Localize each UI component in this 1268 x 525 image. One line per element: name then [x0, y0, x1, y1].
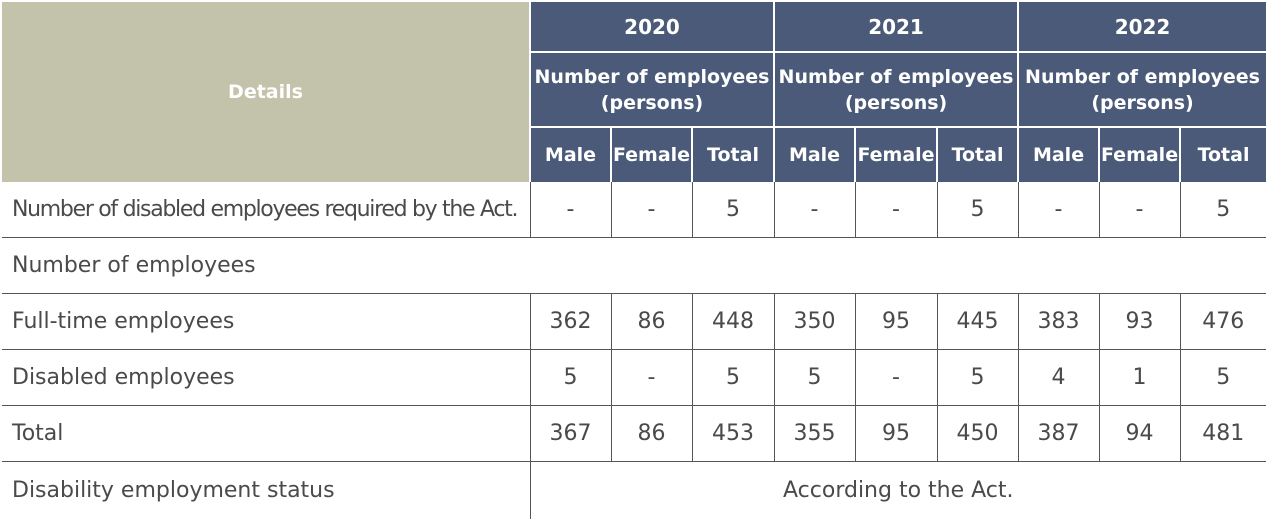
- table-cell: 5: [1180, 182, 1267, 238]
- row-label: Disabled employees: [2, 349, 531, 406]
- unit-header-line2: (persons): [600, 91, 704, 114]
- table-cell: 93: [1099, 293, 1181, 350]
- table-cell: 95: [855, 405, 938, 462]
- unit-header-2020: Number of employees (persons): [528, 52, 775, 128]
- table-row-full-time: Full-time employees 362 86 448 350 95 44…: [2, 293, 1267, 350]
- table-cell: 355: [774, 405, 856, 462]
- sub-header-total: Total: [690, 127, 775, 182]
- sub-header-female: Female: [854, 127, 938, 182]
- table-cell: 367: [530, 405, 612, 462]
- sub-header-total: Total: [1179, 127, 1267, 182]
- table-cell: -: [855, 182, 938, 238]
- table-cell: -: [774, 182, 856, 238]
- table-row-total: Total 367 86 453 355 95 450 387 94 481: [2, 405, 1267, 462]
- table-row-status: Disability employment status According t…: [2, 461, 1266, 519]
- unit-header-2022: Number of employees (persons): [1017, 52, 1267, 128]
- table-cell: 481: [1180, 405, 1267, 462]
- table-cell: -: [530, 182, 612, 238]
- table-cell: 5: [937, 349, 1019, 406]
- table-row-section: Number of employees: [2, 237, 1267, 294]
- table-cell: 445: [937, 293, 1019, 350]
- table-cell: 5: [530, 349, 612, 406]
- table-cell: 350: [774, 293, 856, 350]
- row-label: Total: [2, 405, 531, 462]
- table-cell: 448: [692, 293, 775, 350]
- table-cell: -: [1099, 182, 1181, 238]
- table-cell: 450: [937, 405, 1019, 462]
- table-cell: -: [855, 349, 938, 406]
- unit-header-line1: Number of employees: [534, 65, 770, 88]
- sub-header-male: Male: [773, 127, 856, 182]
- table-cell: -: [1018, 182, 1100, 238]
- table-cell: 476: [1180, 293, 1267, 350]
- table-cell: 5: [1180, 349, 1267, 406]
- sub-header-male: Male: [529, 127, 611, 182]
- sub-header-total: Total: [936, 127, 1019, 182]
- table-cell: 4: [1018, 349, 1100, 406]
- sub-header-male: Male: [1017, 127, 1100, 182]
- unit-header-line1: Number of employees: [1025, 65, 1260, 88]
- unit-header-line1: Number of employees: [778, 65, 1014, 88]
- table-cell: 86: [611, 405, 693, 462]
- table-cell: 383: [1018, 293, 1100, 350]
- details-header: Details: [2, 2, 531, 182]
- table-cell: 362: [530, 293, 612, 350]
- table-row-disabled: Disabled employees 5 - 5 5 - 5 4 1 5: [2, 349, 1267, 406]
- row-label: Full-time employees: [2, 293, 531, 350]
- table-cell: -: [611, 349, 693, 406]
- status-value: According to the Act.: [783, 478, 1014, 503]
- section-label: Number of employees: [2, 237, 1267, 294]
- year-header-2022: 2022: [1017, 2, 1267, 53]
- table-row-required: Number of disabled employees required by…: [2, 182, 1267, 238]
- table-cell: 94: [1099, 405, 1181, 462]
- table-cell: 453: [692, 405, 775, 462]
- table-cell: -: [611, 182, 693, 238]
- table-cell: 5: [937, 182, 1019, 238]
- year-header-2020: 2020: [528, 2, 775, 53]
- table-cell: 5: [692, 182, 775, 238]
- table-cell: 5: [692, 349, 775, 406]
- table-cell: 387: [1018, 405, 1100, 462]
- unit-header-line2: (persons): [844, 91, 948, 114]
- table-cell: 95: [855, 293, 938, 350]
- year-header-2021: 2021: [773, 2, 1019, 53]
- sub-header-female: Female: [1098, 127, 1181, 182]
- row-label: Number of disabled employees required by…: [2, 182, 531, 238]
- table-cell: 86: [611, 293, 693, 350]
- sub-header-female: Female: [610, 127, 692, 182]
- unit-header-2021: Number of employees (persons): [773, 52, 1019, 128]
- row-label: Disability employment status: [2, 461, 531, 519]
- table-cell: 1: [1099, 349, 1181, 406]
- unit-header-line2: (persons): [1091, 91, 1194, 114]
- table-cell: 5: [774, 349, 856, 406]
